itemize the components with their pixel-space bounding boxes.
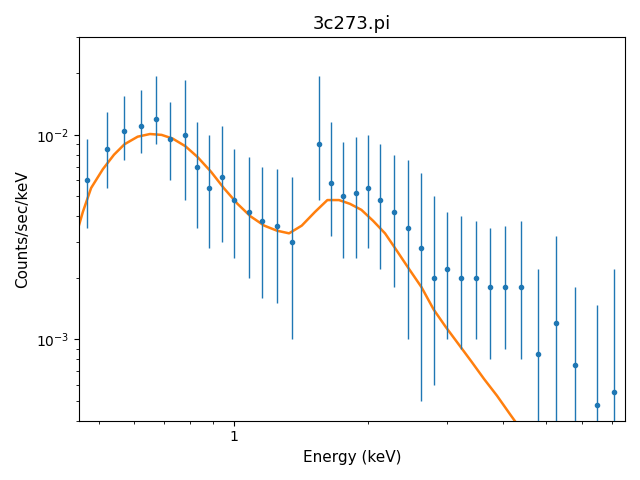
Title: 3c273.pi: 3c273.pi [313, 15, 391, 33]
Y-axis label: Counts/sec/keV: Counts/sec/keV [15, 170, 30, 288]
X-axis label: Energy (keV): Energy (keV) [303, 450, 401, 465]
